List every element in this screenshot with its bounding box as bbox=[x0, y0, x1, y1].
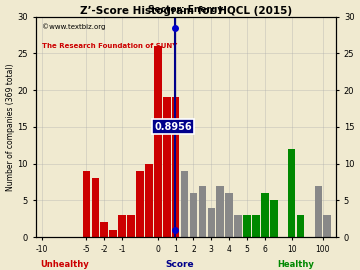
Bar bbox=[118, 215, 126, 237]
Bar bbox=[127, 215, 135, 237]
Bar bbox=[270, 200, 278, 237]
Bar bbox=[324, 215, 331, 237]
Bar bbox=[234, 215, 242, 237]
Text: Healthy: Healthy bbox=[277, 260, 314, 269]
Bar bbox=[190, 193, 197, 237]
Bar bbox=[145, 164, 153, 237]
Bar bbox=[207, 208, 215, 237]
Bar bbox=[91, 178, 99, 237]
Bar bbox=[172, 97, 179, 237]
Text: 0.8956: 0.8956 bbox=[154, 122, 192, 132]
Bar bbox=[243, 215, 251, 237]
Bar bbox=[216, 185, 224, 237]
Text: Sector: Energy: Sector: Energy bbox=[148, 5, 224, 14]
Bar bbox=[181, 171, 188, 237]
Bar bbox=[154, 46, 162, 237]
Bar bbox=[261, 193, 269, 237]
Bar bbox=[136, 171, 144, 237]
Bar bbox=[199, 185, 206, 237]
Bar bbox=[163, 97, 171, 237]
Bar bbox=[252, 215, 260, 237]
Text: Unhealthy: Unhealthy bbox=[40, 260, 89, 269]
Bar bbox=[225, 193, 233, 237]
Text: Score: Score bbox=[166, 260, 194, 269]
Bar bbox=[83, 171, 90, 237]
Bar bbox=[100, 222, 108, 237]
Bar bbox=[315, 185, 322, 237]
Y-axis label: Number of companies (369 total): Number of companies (369 total) bbox=[5, 63, 14, 191]
Text: ©www.textbiz.org: ©www.textbiz.org bbox=[42, 23, 105, 30]
Bar bbox=[109, 230, 117, 237]
Title: Z’-Score Histogram for HQCL (2015): Z’-Score Histogram for HQCL (2015) bbox=[80, 6, 292, 16]
Bar bbox=[297, 215, 304, 237]
Bar bbox=[288, 149, 295, 237]
Text: The Research Foundation of SUNY: The Research Foundation of SUNY bbox=[42, 43, 177, 49]
